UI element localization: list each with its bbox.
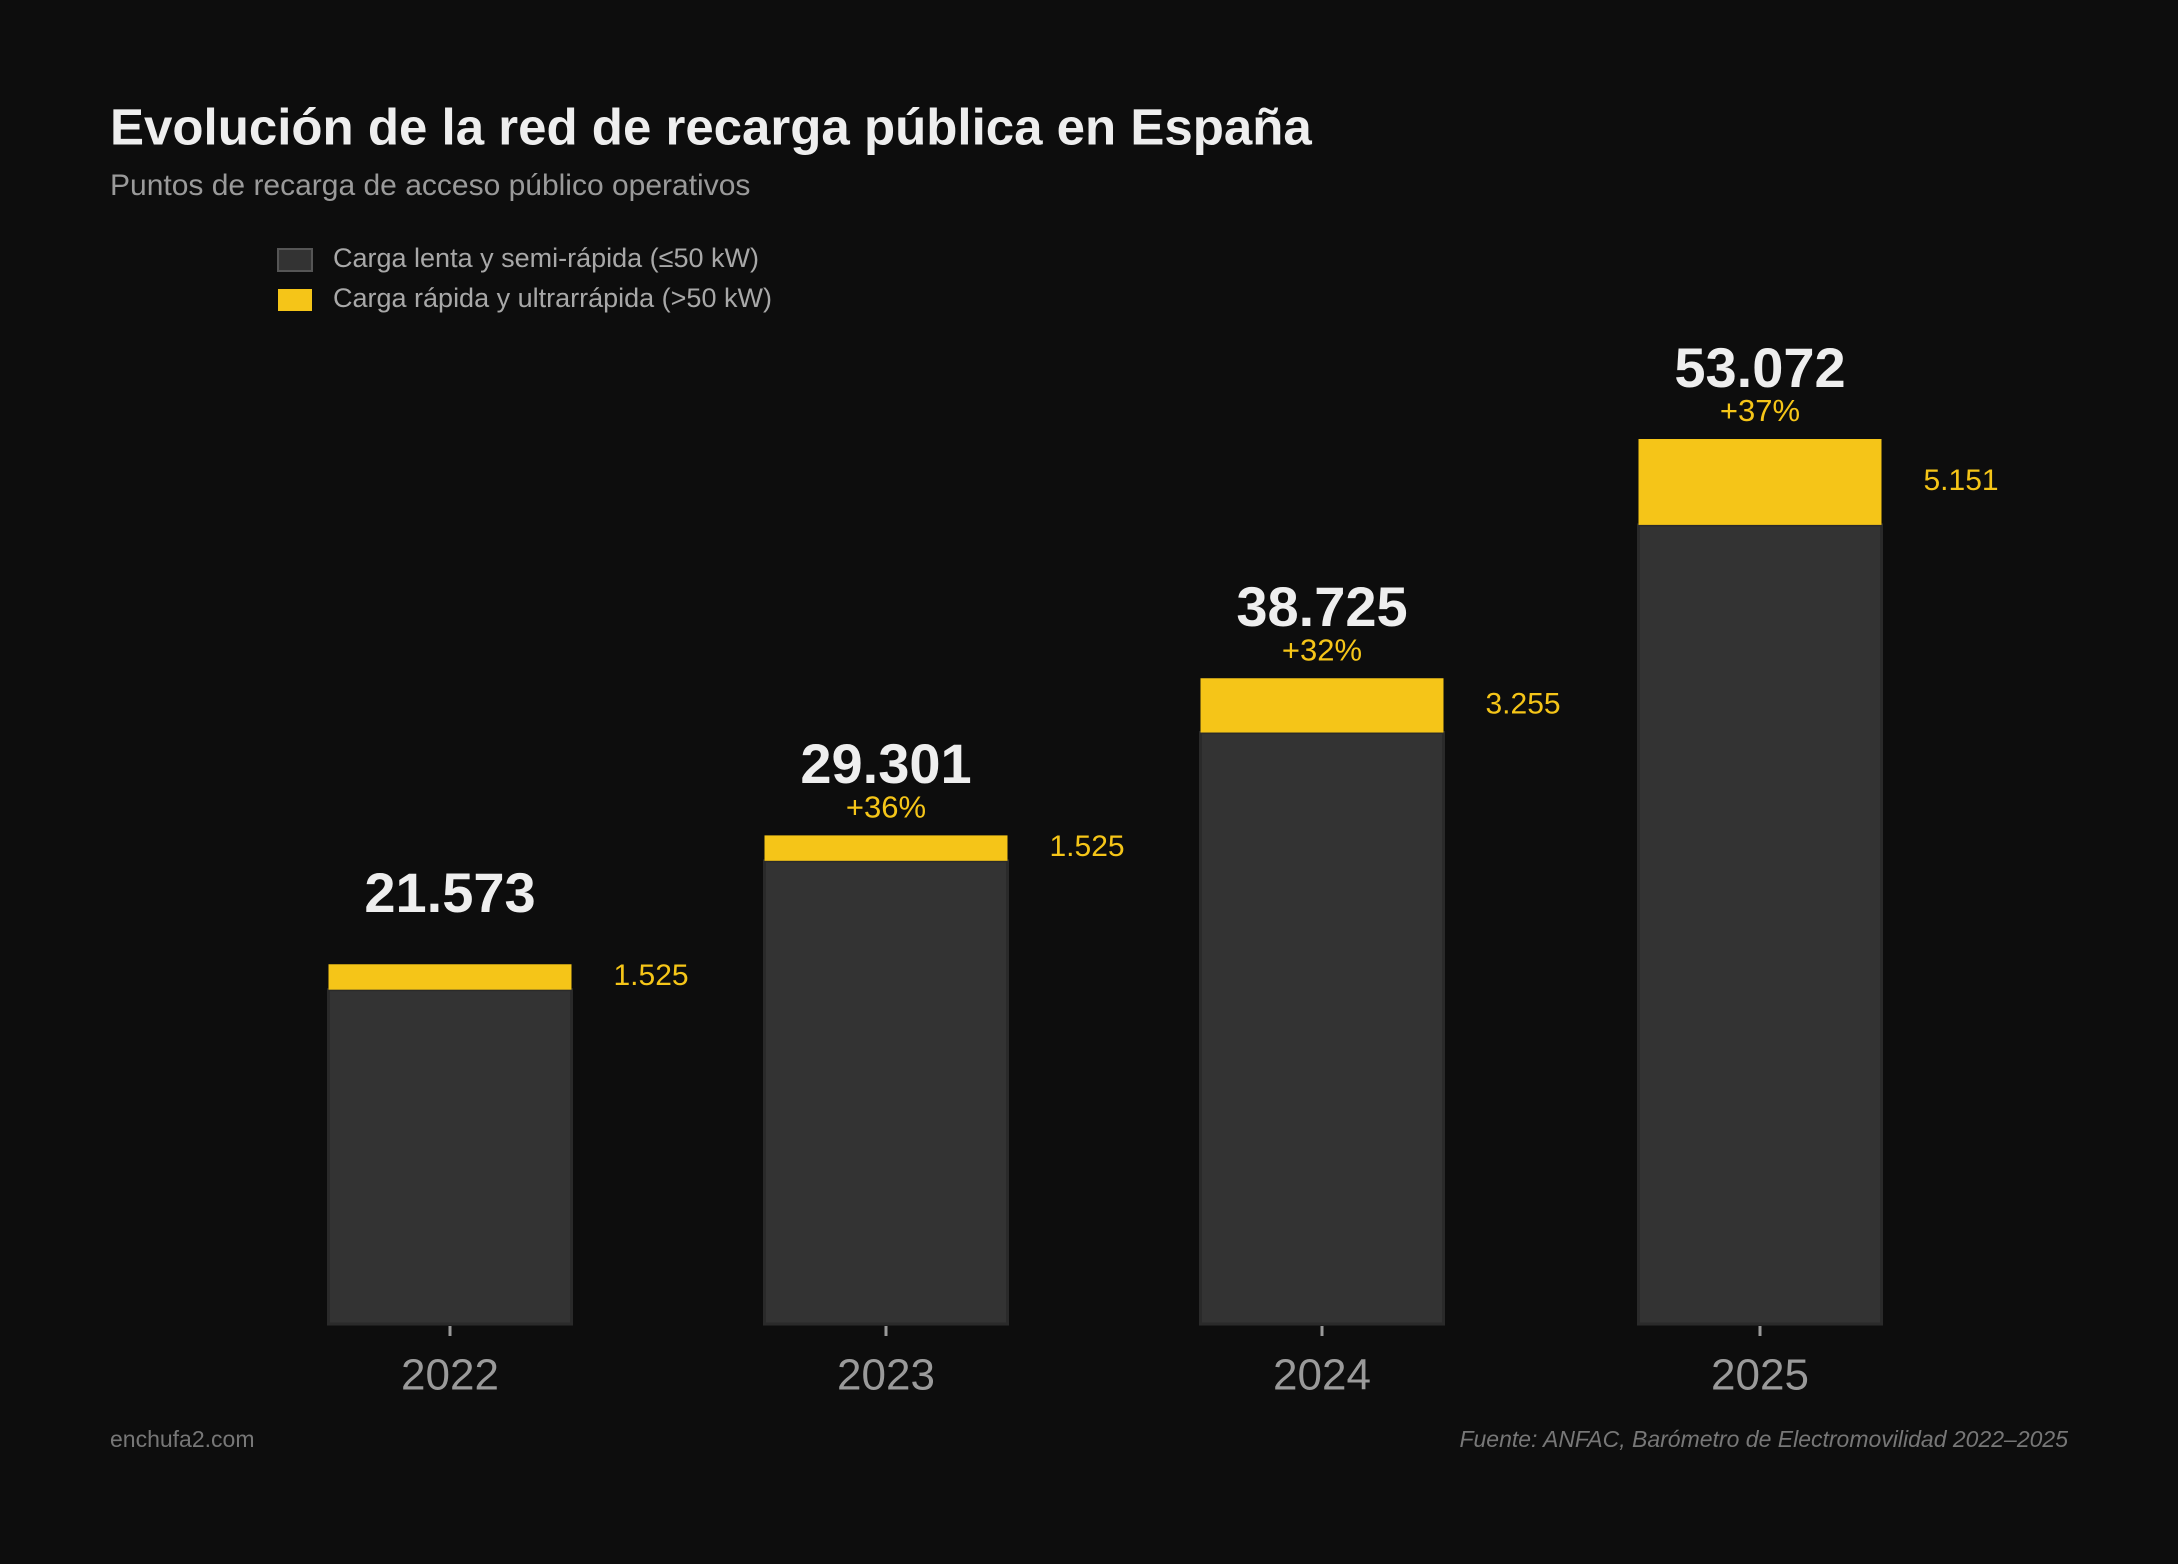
growth-label: +32%	[1282, 632, 1362, 667]
x-tick-label: 2022	[401, 1351, 499, 1400]
growth-label: +36%	[846, 790, 926, 825]
bar-segment	[1638, 439, 1882, 525]
x-tick-label: 2023	[837, 1351, 935, 1400]
credit: enchufa2.com	[110, 1426, 254, 1452]
segment-value-label: 5.151	[1924, 464, 1999, 497]
total-label: 38.725	[1236, 575, 1407, 638]
total-label: 53.072	[1674, 336, 1845, 399]
chart-title: Evolución de la red de recarga pública e…	[110, 98, 1312, 155]
segment-value-label: 1.525	[1050, 830, 1125, 863]
growth-label: +37%	[1720, 393, 1800, 428]
bar-segment	[327, 988, 573, 1326]
x-tick-label: 2024	[1273, 1351, 1371, 1400]
bar-segment	[1637, 523, 1883, 1326]
chart-subtitle: Puntos de recarga de acceso público oper…	[110, 169, 750, 202]
total-label: 21.573	[364, 861, 535, 924]
bar-segment	[328, 964, 572, 990]
segment-value-label: 3.255	[1486, 687, 1561, 720]
bar-segment	[763, 859, 1009, 1326]
legend-label: Carga rápida y ultrarrápida (>50 kW)	[333, 283, 772, 313]
bar-segment	[1200, 678, 1444, 733]
bar-segment	[1199, 731, 1445, 1326]
segment-value-label: 1.525	[614, 959, 689, 992]
total-label: 29.301	[800, 732, 971, 795]
x-tick-label: 2025	[1711, 1351, 1809, 1400]
legend-swatch	[277, 248, 313, 272]
source: Fuente: ANFAC, Barómetro de Electromovil…	[1459, 1426, 2068, 1452]
legend-label: Carga lenta y semi-rápida (≤50 kW)	[333, 243, 759, 273]
legend-swatch	[278, 289, 312, 311]
bar-segment	[764, 835, 1008, 861]
